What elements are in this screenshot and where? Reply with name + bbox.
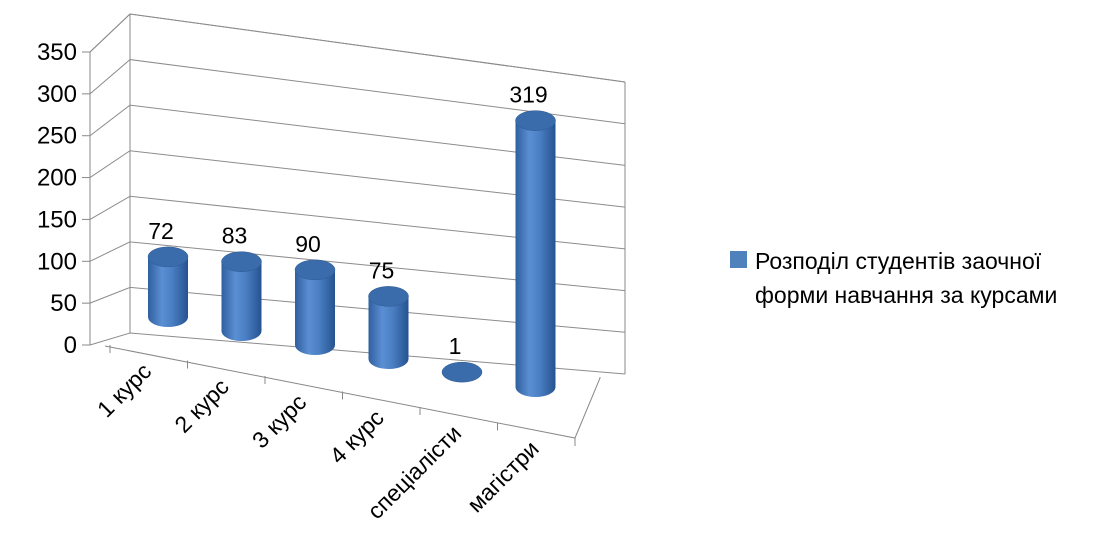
- data-label: 72: [148, 218, 174, 244]
- bar-top: [147, 246, 189, 268]
- category-label: 1 курс: [92, 358, 156, 422]
- data-label: 75: [369, 257, 395, 283]
- bar-top: [515, 110, 556, 131]
- data-label: 319: [509, 82, 547, 108]
- gridline: [89, 286, 626, 333]
- gridline: [89, 13, 626, 83]
- data-label: 83: [222, 223, 248, 249]
- bar: [368, 286, 409, 369]
- y-tick-label: 200: [37, 165, 77, 192]
- bar-top: [294, 259, 336, 281]
- bar: [441, 361, 483, 383]
- bar-body: [295, 269, 335, 355]
- y-tick-label: 250: [37, 123, 77, 150]
- gridline: [89, 332, 626, 375]
- bars: [147, 110, 556, 397]
- data-label: 1: [449, 333, 462, 359]
- bar-body: [515, 120, 556, 397]
- gridline: [89, 195, 626, 250]
- bar-body: [221, 261, 262, 342]
- bar-top: [441, 361, 483, 383]
- bar-top: [221, 251, 262, 272]
- gridline: [89, 150, 626, 208]
- gridline: [89, 241, 626, 292]
- category-label: магістри: [462, 435, 544, 517]
- bar: [147, 246, 189, 327]
- bar-body: [148, 256, 188, 327]
- category-labels: 1 курс 2 курс 3 курс 4 курсспеціалістимагіс…: [92, 358, 544, 524]
- x-axis-ticks: [109, 345, 576, 446]
- category-label: 4 курс: [324, 404, 388, 468]
- category-label: 3 курс: [247, 389, 311, 453]
- category-label: спеціалісти: [362, 420, 466, 524]
- gridline: [89, 59, 626, 125]
- y-tick-label: 100: [37, 248, 77, 275]
- y-axis-ticks: 0 50 100 150 200 250 300 350: [37, 39, 90, 359]
- category-label: 2 курс: [169, 373, 233, 437]
- y-tick-label: 150: [37, 206, 77, 233]
- y-tick-label: 50: [50, 290, 77, 317]
- legend: Розподіл студентів заочної форми навчанн…: [730, 244, 1120, 312]
- y-tick-label: 0: [64, 332, 77, 359]
- gridline: [89, 104, 626, 166]
- gridlines: [89, 13, 626, 375]
- floor-edge: [104, 345, 601, 439]
- y-tick-label: 350: [37, 39, 77, 66]
- bar-body: [368, 296, 409, 369]
- data-label: 90: [295, 231, 321, 257]
- legend-label: Розподіл студентів заочної форми навчанн…: [755, 248, 1058, 308]
- wall-top-edge: [89, 13, 626, 83]
- y-tick-label: 300: [37, 81, 77, 108]
- data-labels: 72 83 90 75 1 319: [148, 82, 547, 360]
- legend-swatch: [730, 251, 747, 268]
- bar-top: [368, 286, 409, 307]
- bar: [515, 110, 556, 397]
- bar: [221, 251, 262, 342]
- bar: [294, 259, 336, 355]
